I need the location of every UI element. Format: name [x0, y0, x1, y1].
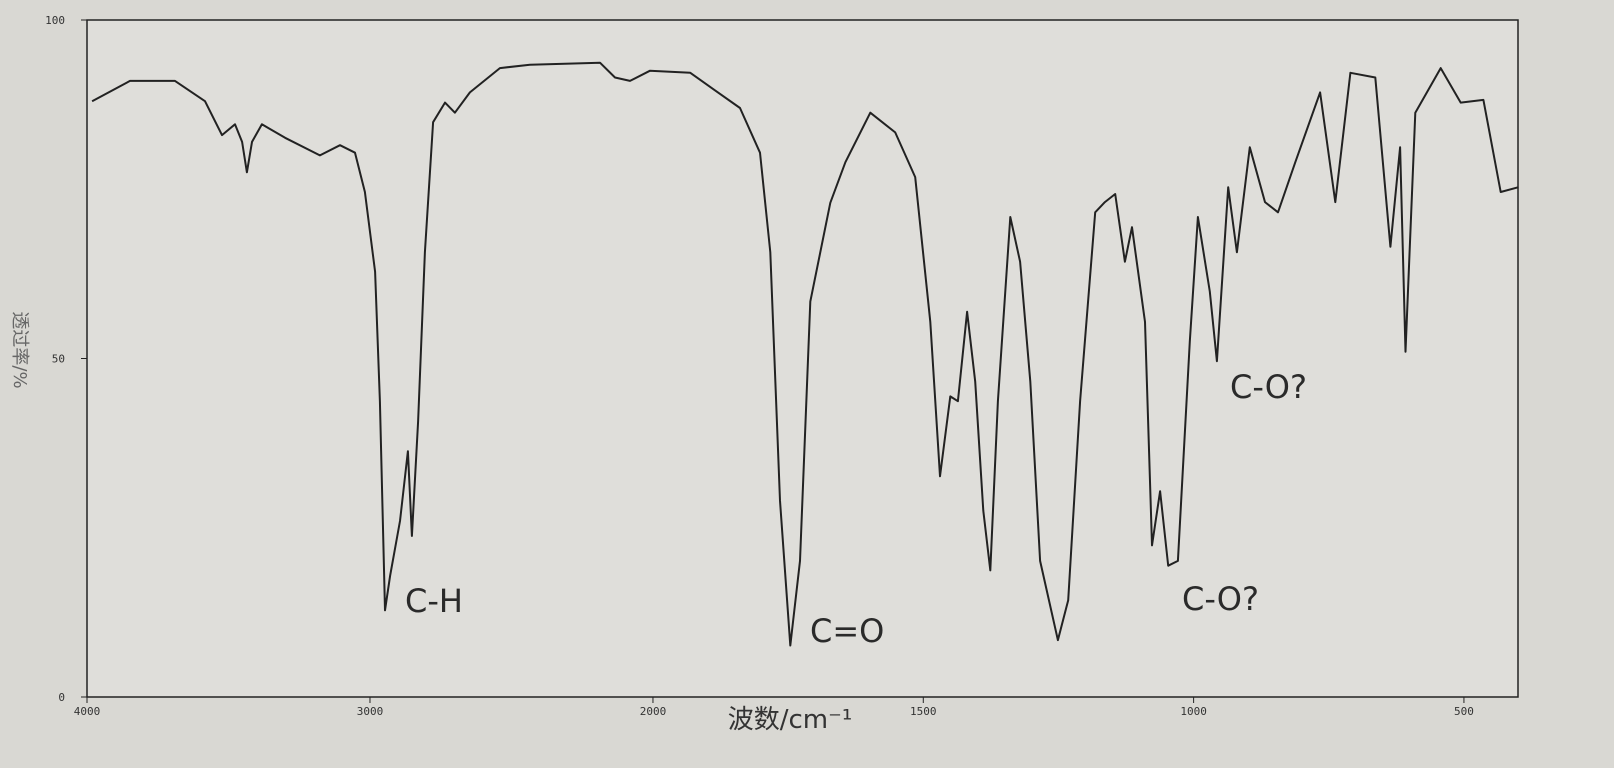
x-axis-label: 波数/cm⁻¹ [728, 705, 853, 735]
plot-frame [86, 19, 1519, 698]
annotation: C-H [405, 582, 463, 620]
y-tick-label: 0 [58, 691, 65, 704]
x-tick-label: 3000 [357, 705, 384, 718]
x-tick-label: 500 [1454, 705, 1474, 718]
x-tick-label: 1000 [1180, 705, 1207, 718]
y-tick-label: 50 [52, 353, 65, 366]
spectrum-line [91, 61, 1519, 647]
x-tick-label: 4000 [74, 705, 101, 718]
y-tick-label: 100 [45, 14, 65, 27]
x-tick-label: 1500 [910, 705, 937, 718]
annotation: C-O? [1230, 368, 1307, 406]
annotation: C=O [810, 612, 884, 650]
annotation: C-O? [1182, 580, 1259, 618]
y-axis-label: 透过率/% [9, 311, 30, 388]
x-tick-label: 2000 [640, 705, 667, 718]
